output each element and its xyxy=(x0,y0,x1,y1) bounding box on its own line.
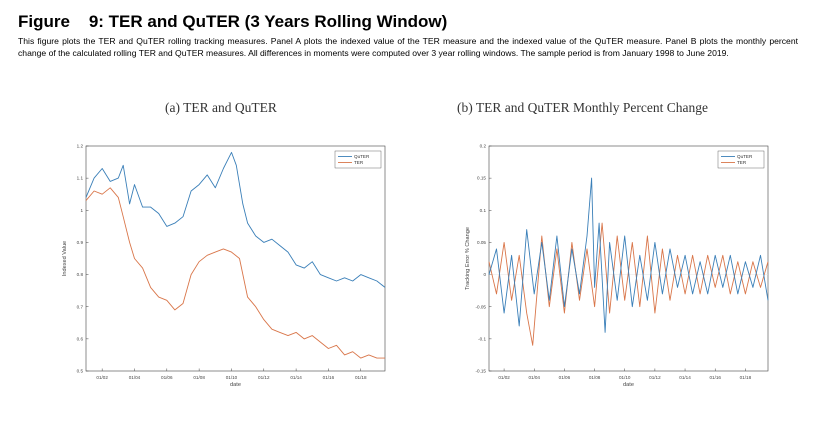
panel-b-xtick-label: 01/08 xyxy=(589,375,601,380)
panel-a-series-quter-line xyxy=(85,151,386,288)
panel-a-xtick-label: 01/14 xyxy=(290,375,302,380)
panel-b-xtick-label: 01/16 xyxy=(709,375,721,380)
panel-b-x-axis-label: date xyxy=(623,382,634,388)
panel-b-title: (b) TER and QuTER Monthly Percent Change xyxy=(457,100,708,115)
panel-b-series-quter-line xyxy=(488,177,769,333)
panel-a-title: (a) TER and QuTER xyxy=(165,100,277,115)
panel-a-legend-box xyxy=(334,150,382,169)
panel-a-ytick-label: 0.9 xyxy=(77,240,84,245)
panel-a-axes-box xyxy=(85,145,386,372)
panel-a-ytick-label: 1.1 xyxy=(77,176,84,181)
panel-b-ytick-label: 0 xyxy=(483,272,486,277)
panel-a-legend-label-quter: QuTER xyxy=(354,154,370,159)
panel-a-xtick-label: 01/16 xyxy=(323,375,335,380)
panel-b-ytick-label: -0.1 xyxy=(478,336,486,341)
panel-a-xtick-label: 01/18 xyxy=(355,375,367,380)
panel-a-ytick-label: 1 xyxy=(80,208,83,213)
panel-b-ytick-label: -0.05 xyxy=(476,304,487,309)
panel-b-xtick-label: 01/10 xyxy=(619,375,631,380)
panel-b-xtick-label: 01/14 xyxy=(679,375,691,380)
panel-b-xtick-label: 01/06 xyxy=(559,375,571,380)
panel-a-ytick-label: 0.6 xyxy=(77,336,84,341)
panel-b-ytick-label: 0.05 xyxy=(477,240,486,245)
panel-a-ytick-label: 0.7 xyxy=(77,304,84,309)
panel-a-xtick-label: 01/04 xyxy=(129,375,141,380)
panel-a-series-ter-line xyxy=(85,187,385,359)
panel-b-y-axis-label: Tracking Error % Change xyxy=(465,227,471,290)
panel-a-xtick-label: 01/02 xyxy=(96,375,108,380)
panel-b-axes-box xyxy=(488,145,769,372)
panel-b-series-ter-line xyxy=(488,222,769,346)
panel-a-ytick-label: 0.5 xyxy=(77,369,84,374)
panel-a-xtick-label: 01/08 xyxy=(193,375,205,380)
figure-title: Figure 9: TER and QuTER (3 Years Rolling… xyxy=(18,12,448,31)
panel-a-legend-label-ter: TER xyxy=(354,160,364,165)
panel-a-ytick-label: 1.2 xyxy=(77,144,84,149)
panel-b-ytick-label: -0.15 xyxy=(476,369,487,374)
panel-a-xtick-label: 01/10 xyxy=(226,375,238,380)
panel-b-xtick-label: 01/02 xyxy=(498,375,510,380)
panel-b-xtick-label: 01/18 xyxy=(740,375,752,380)
figure-caption: This figure plots the TER and QuTER roll… xyxy=(18,36,798,58)
panel-b-ytick-label: 0.15 xyxy=(477,176,486,181)
panel-a-xtick-label: 01/06 xyxy=(161,375,173,380)
panel-a-y-axis-label: Indexed Value xyxy=(62,241,68,276)
panel-b-xtick-label: 01/04 xyxy=(528,375,540,380)
panel-b-ytick-label: 0.1 xyxy=(480,208,487,213)
panel-a-ytick-label: 0.8 xyxy=(77,272,84,277)
panel-b-legend-box xyxy=(717,150,765,169)
panel-b-ytick-label: 0.2 xyxy=(480,144,487,149)
panel-a-x-axis-label: date xyxy=(230,382,241,388)
panel-b-xtick-label: 01/12 xyxy=(649,375,661,380)
panel-b-legend-label-ter: TER xyxy=(737,160,747,165)
panel-a-xtick-label: 01/12 xyxy=(258,375,270,380)
panel-b-legend-label-quter: QuTER xyxy=(737,154,753,159)
